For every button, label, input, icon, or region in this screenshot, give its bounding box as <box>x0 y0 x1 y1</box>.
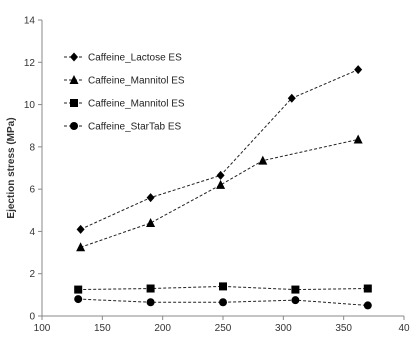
x-tick-label: 40 <box>398 323 410 334</box>
legend-label: Caffeine_Lactose ES <box>88 53 182 64</box>
y-tick-label: 14 <box>24 16 36 27</box>
y-tick-label: 10 <box>24 100 36 111</box>
x-tick-label: 150 <box>94 323 111 334</box>
legend-marker <box>70 122 78 130</box>
data-point <box>146 217 156 227</box>
legend-marker <box>70 99 78 107</box>
legend-item: Caffeine_Mannitol ES <box>64 99 185 110</box>
data-point <box>291 285 300 294</box>
y-tick-label: 12 <box>24 58 36 69</box>
data-point <box>353 134 363 144</box>
data-point <box>258 155 268 165</box>
y-tick-label: 4 <box>29 227 35 238</box>
axes: 0 2 4 6 8 10 12 14 100 150 200 250 300 350 40 <box>24 16 410 335</box>
data-point <box>76 224 85 234</box>
data-point <box>219 282 227 291</box>
y-tick-label: 6 <box>29 185 35 196</box>
y-tick-label: 2 <box>29 269 35 280</box>
series-1 <box>76 65 363 234</box>
legend: Caffeine_Lactose ES Caffeine_Mannitol ES C… <box>64 52 185 133</box>
series-4 <box>74 295 372 310</box>
series-line <box>78 285 368 291</box>
data-point <box>219 298 227 307</box>
series-2 <box>76 134 363 252</box>
x-tick-label: 300 <box>275 323 292 334</box>
data-point <box>74 285 83 294</box>
series-layer <box>74 65 372 310</box>
y-axis-label: Ejection stress (MPa) <box>6 117 17 218</box>
data-point <box>363 301 372 310</box>
legend-label: Caffeine_Mannitol ES <box>88 99 185 110</box>
x-tick-label: 350 <box>335 323 352 334</box>
series-3 <box>74 282 372 294</box>
data-point <box>146 193 155 203</box>
legend-marker <box>69 75 79 84</box>
y-tick-label: 8 <box>29 142 35 153</box>
x-tick-label: 250 <box>215 323 232 334</box>
data-point <box>146 284 155 293</box>
data-point <box>76 242 86 252</box>
series-line <box>80 138 359 248</box>
data-point <box>216 179 226 189</box>
series-line <box>80 69 359 230</box>
legend-label: Caffeine_StarTab ES <box>88 122 182 133</box>
legend-item: Caffeine_StarTab ES <box>64 122 182 133</box>
data-point <box>354 65 363 75</box>
data-point <box>363 284 372 293</box>
data-point <box>146 298 155 307</box>
legend-marker <box>70 52 78 62</box>
legend-item: Caffeine_Mannitol ES <box>64 75 185 87</box>
data-point <box>216 170 225 180</box>
data-point <box>74 295 83 304</box>
legend-label: Caffeine_Mannitol ES <box>88 76 185 87</box>
x-tick-label: 100 <box>34 323 51 334</box>
y-tick-label: 0 <box>29 312 35 323</box>
series-line <box>78 298 368 306</box>
data-point <box>291 296 300 305</box>
legend-item: Caffeine_Lactose ES <box>64 52 182 64</box>
data-point <box>287 93 296 103</box>
x-tick-label: 200 <box>154 323 171 334</box>
